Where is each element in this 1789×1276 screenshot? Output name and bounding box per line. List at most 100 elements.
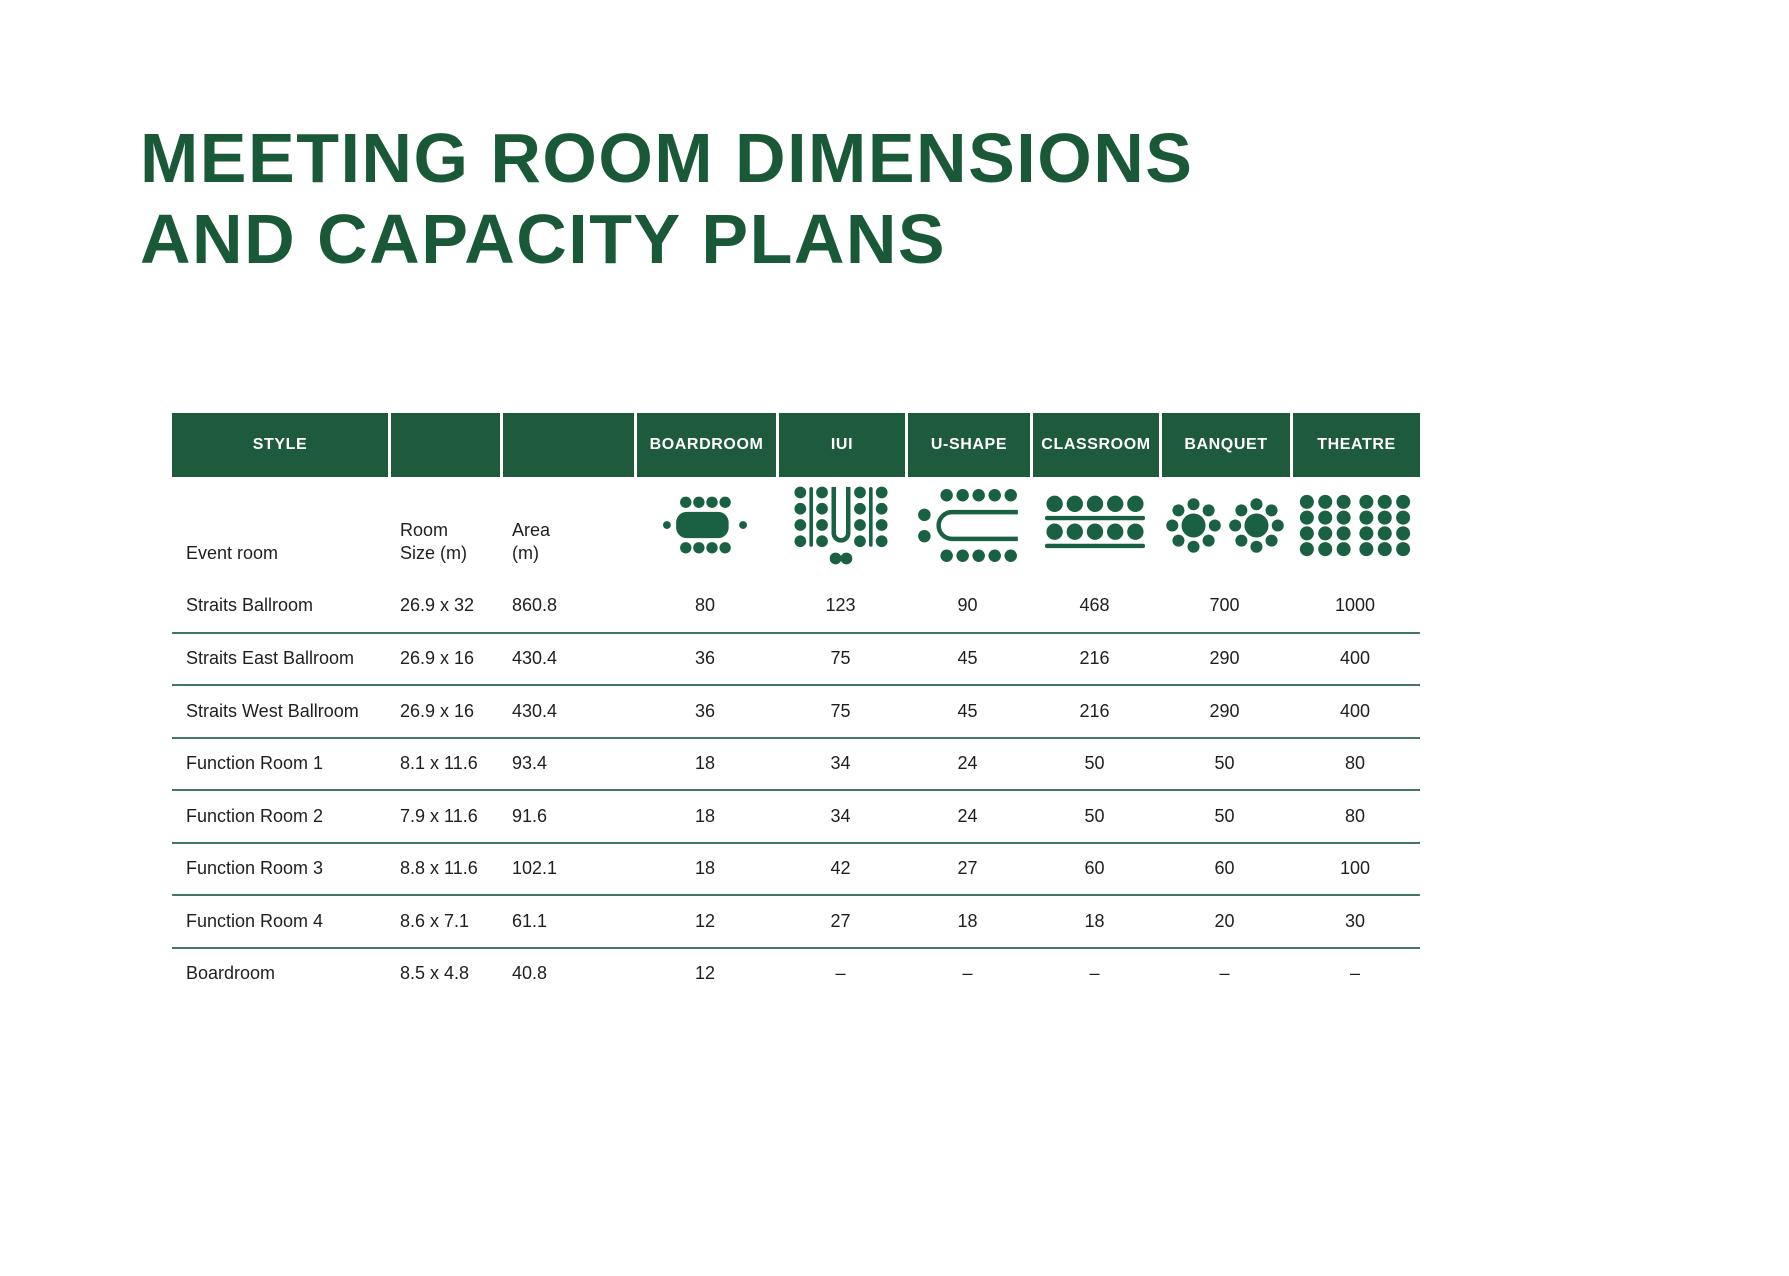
banquet-capacity: 290 [1209, 700, 1240, 721]
area-value: 430.4 [512, 700, 558, 721]
iui-capacity: 75 [830, 648, 851, 669]
u-shape-icon-cell [905, 477, 1030, 579]
theatre-capacity: 80 [1344, 753, 1366, 774]
u-shape-capacity: 90 [957, 594, 978, 615]
boardroom-capacity: 18 [694, 858, 716, 879]
u-shape-capacity: 24 [957, 805, 978, 826]
classroom-capacity: – [1089, 963, 1100, 984]
iui-capacity: 27 [830, 910, 851, 931]
table-row: Boardroom 8.5 x 4.8 40.8 12 – – – – – [172, 946, 1420, 1000]
classroom-capacity: 18 [1084, 910, 1105, 931]
event-room-label: Event room [186, 543, 279, 563]
room-size-value: 8.8 x 11.6 [400, 858, 478, 879]
room-size-value: 8.1 x 11.6 [400, 753, 478, 774]
room-size-value: 26.9 x 16 [400, 700, 475, 721]
area-value: 93.4 [512, 753, 548, 774]
boardroom-layout-icon [663, 496, 747, 554]
table-row: Straits East Ballroom 26.9 x 16 430.4 36… [172, 631, 1420, 685]
iui-capacity: 42 [830, 858, 851, 879]
classroom-capacity: 468 [1079, 594, 1110, 615]
iui-capacity: 75 [830, 700, 851, 721]
area-value: 61.1 [512, 910, 548, 931]
banquet-capacity: 20 [1214, 910, 1235, 931]
table-row: Function Room 2 7.9 x 11.6 91.6 18 34 24… [172, 789, 1420, 842]
header-banquet: BANQUET [1159, 413, 1290, 477]
room-size-label: Room Size (m) [400, 520, 467, 563]
theatre-capacity: 100 [1339, 858, 1371, 879]
banquet-capacity: 50 [1214, 805, 1235, 826]
room-name: Function Room 2 [186, 805, 324, 826]
table-subheader-row: Event room Room Size (m) Area (m) [172, 477, 1420, 579]
boardroom-capacity: 36 [694, 700, 716, 721]
theatre-icon-cell [1290, 477, 1420, 579]
room-name: Straits East Ballroom [186, 648, 355, 669]
u-shape-layout-icon [917, 488, 1018, 562]
banquet-capacity: 290 [1209, 648, 1240, 669]
classroom-capacity: 60 [1084, 858, 1105, 879]
area-value: 91.6 [512, 805, 548, 826]
header-iui: IUI [776, 413, 905, 477]
u-shape-capacity: 18 [957, 910, 978, 931]
boardroom-capacity: 12 [694, 910, 716, 931]
iui-capacity: 123 [825, 594, 856, 615]
header-style: STYLE [172, 413, 388, 477]
boardroom-capacity: 18 [694, 805, 716, 826]
banquet-capacity: 50 [1214, 753, 1235, 774]
theatre-layout-icon [1299, 494, 1411, 556]
theatre-capacity: 400 [1339, 700, 1371, 721]
banquet-capacity: – [1219, 963, 1230, 984]
boardroom-capacity: 12 [694, 963, 716, 984]
room-name: Straits West Ballroom [186, 700, 359, 721]
iui-layout-icon [793, 486, 888, 565]
table-row: Straits Ballroom 26.9 x 32 860.8 80 123 … [172, 579, 1420, 632]
table-row: Function Room 1 8.1 x 11.6 93.4 18 34 24… [172, 736, 1420, 790]
header-u-shape: U-SHAPE [905, 413, 1030, 477]
iui-capacity: 34 [830, 753, 851, 774]
theatre-capacity: 400 [1339, 648, 1371, 669]
table-body: Straits Ballroom 26.9 x 32 860.8 80 123 … [172, 579, 1420, 999]
page-title-line2: AND CAPACITY PLANS [140, 200, 947, 278]
banquet-capacity: 60 [1214, 858, 1235, 879]
theatre-capacity: 30 [1344, 910, 1366, 931]
room-size-value: 8.6 x 7.1 [400, 910, 470, 931]
theatre-capacity: 80 [1344, 805, 1366, 826]
header-theatre: THEATRE [1290, 413, 1420, 477]
room-size-value: 26.9 x 32 [400, 594, 475, 615]
room-name: Function Room 3 [186, 858, 324, 879]
boardroom-capacity: 18 [694, 753, 716, 774]
room-size-value: 26.9 x 16 [400, 648, 475, 669]
table-row: Function Room 3 8.8 x 11.6 102.1 18 42 2… [172, 841, 1420, 895]
header-classroom: CLASSROOM [1030, 413, 1159, 477]
classroom-capacity: 216 [1079, 700, 1110, 721]
header-blank-area [500, 413, 634, 477]
header-blank-room-size [388, 413, 500, 477]
page-title: MEETING ROOM DIMENSIONS AND CAPACITY PLA… [140, 118, 1193, 280]
classroom-icon-cell [1030, 477, 1159, 579]
table-row: Function Room 4 8.6 x 7.1 61.1 12 27 18 … [172, 894, 1420, 947]
iui-icon-cell [776, 477, 905, 579]
classroom-layout-icon [1044, 495, 1145, 549]
room-size-value: 7.9 x 11.6 [400, 805, 478, 826]
boardroom-capacity: 80 [694, 594, 716, 615]
classroom-capacity: 50 [1084, 753, 1105, 774]
capacity-table: STYLE BOARDROOM IUI U-SHAPE CLASSROOM BA… [172, 413, 1420, 999]
room-name: Straits Ballroom [186, 594, 314, 615]
area-value: 102.1 [512, 858, 558, 879]
room-name: Boardroom [186, 963, 276, 984]
classroom-capacity: 216 [1079, 648, 1110, 669]
classroom-capacity: 50 [1084, 805, 1105, 826]
banquet-icon-cell [1159, 477, 1290, 579]
banquet-capacity: 700 [1209, 594, 1240, 615]
area-value: 40.8 [512, 963, 548, 984]
boardroom-capacity: 36 [694, 648, 716, 669]
area-label: Area (m) [512, 520, 551, 563]
u-shape-capacity: 24 [957, 753, 978, 774]
room-name: Function Room 1 [186, 753, 324, 774]
page-title-line1: MEETING ROOM DIMENSIONS [140, 119, 1194, 197]
room-size-value: 8.5 x 4.8 [400, 963, 470, 984]
table-header-row: STYLE BOARDROOM IUI U-SHAPE CLASSROOM BA… [172, 413, 1420, 477]
u-shape-capacity: 27 [957, 858, 978, 879]
area-value: 860.8 [512, 594, 558, 615]
iui-capacity: – [835, 963, 846, 984]
